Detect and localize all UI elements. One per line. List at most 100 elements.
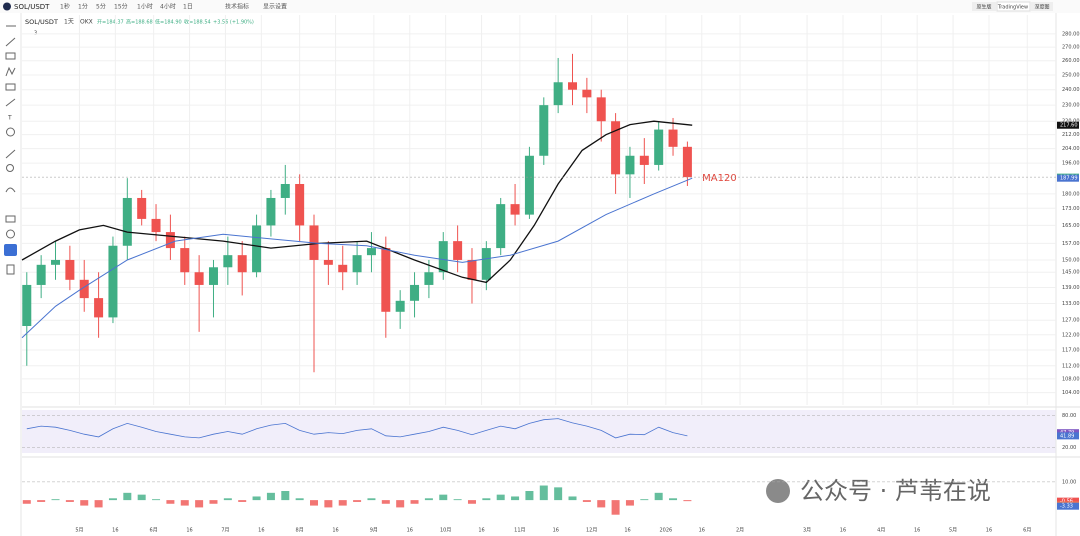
view-tab[interactable] xyxy=(996,1,1031,12)
macd-bar xyxy=(467,500,476,504)
interval-button[interactable]: 4小时 xyxy=(160,3,176,11)
price-tag-label: 41.89 xyxy=(1060,433,1074,439)
macd-bar xyxy=(338,500,347,506)
macd-bar xyxy=(482,498,491,501)
x-tick-label: 12月 xyxy=(586,528,597,534)
candle-body xyxy=(266,197,276,226)
tool-channel[interactable] xyxy=(5,52,16,60)
tool-zoom[interactable] xyxy=(6,164,14,172)
candle-body xyxy=(453,241,463,260)
price-tag xyxy=(1057,121,1079,129)
x-tick-label: 16 xyxy=(840,528,846,534)
candle-body xyxy=(151,218,161,233)
x-tick-label: 16 xyxy=(332,528,338,534)
tool-brush[interactable] xyxy=(5,98,16,107)
macd-bar xyxy=(597,500,606,508)
macd-bar xyxy=(65,500,74,502)
candle-body xyxy=(381,248,391,312)
y-tick-label: 80.00 xyxy=(1062,413,1076,419)
rsi-line xyxy=(26,418,688,439)
interval-button[interactable]: 1日 xyxy=(183,4,193,11)
tool-lock[interactable] xyxy=(5,215,16,223)
macd-bar xyxy=(353,500,362,502)
x-tick-label: 4月 xyxy=(877,528,885,534)
candle-body xyxy=(94,298,104,318)
macd-bar xyxy=(568,496,577,501)
tool-magnet[interactable] xyxy=(5,187,16,193)
view-tradingview[interactable]: TradingView xyxy=(997,5,1028,11)
interval-button[interactable]: 1小时 xyxy=(137,3,153,11)
y-tick-label: 250.00 xyxy=(1062,72,1080,78)
y-tick-label: 230.00 xyxy=(1062,103,1080,109)
interval-button[interactable]: 15分 xyxy=(114,3,128,11)
tool-emoji[interactable] xyxy=(6,127,15,137)
candle-body xyxy=(122,197,132,246)
x-tick-label: 2月 xyxy=(736,528,744,534)
y-tick-label: 180.00 xyxy=(1062,191,1080,197)
macd-bar xyxy=(625,500,634,506)
x-tick-label: 16 xyxy=(624,528,630,534)
tool-visibility[interactable] xyxy=(6,229,15,239)
symbol-logo xyxy=(3,2,11,11)
view-depth[interactable]: 深度图 xyxy=(1034,4,1049,11)
price-tag xyxy=(1057,502,1079,510)
tool-text[interactable]: T xyxy=(7,115,12,122)
x-tick-label: 16 xyxy=(186,528,192,534)
tool-ruler[interactable] xyxy=(5,149,16,159)
macd-bar xyxy=(195,500,204,508)
x-tick-label: 16 xyxy=(407,528,413,534)
macd-bar xyxy=(123,492,132,501)
x-tick-label: 11月 xyxy=(514,528,525,534)
candle-body xyxy=(682,146,692,178)
macd-bar xyxy=(381,500,390,504)
candle-body xyxy=(338,264,348,273)
candle-body xyxy=(424,272,434,285)
macd-bar xyxy=(22,500,31,504)
view-native[interactable]: 原生版 xyxy=(976,4,991,11)
legend-low: 低=184.90 xyxy=(155,19,182,26)
candle-body xyxy=(280,183,290,198)
view-tab[interactable] xyxy=(972,2,996,11)
interval-button[interactable]: 1秒 xyxy=(60,3,70,11)
candle-body xyxy=(79,279,89,299)
y-tick-label: 133.00 xyxy=(1062,301,1080,307)
settings-button[interactable]: 显示设置 xyxy=(263,3,287,11)
symbol[interactable]: SOL/USDT xyxy=(14,3,50,11)
indicators-button[interactable]: 技术指标 xyxy=(225,3,249,11)
candle-body xyxy=(295,183,305,226)
candle-body xyxy=(596,97,606,122)
legend-high: 高=188.68 xyxy=(126,19,153,26)
candle-body xyxy=(366,248,376,256)
macd-bar xyxy=(324,500,333,508)
macd-bar xyxy=(37,500,46,502)
interval-button[interactable]: 1分 xyxy=(78,3,88,11)
x-tick-label: 8月 xyxy=(296,528,304,534)
y-tick-label: 10.00 xyxy=(1062,479,1076,485)
annotation: MA120 xyxy=(702,173,737,184)
candle-body xyxy=(668,129,678,147)
tool-active[interactable] xyxy=(4,244,17,256)
macd-bar xyxy=(166,500,175,504)
y-tick-label: 108.00 xyxy=(1062,376,1080,382)
macd-bar xyxy=(223,498,232,501)
candle-body xyxy=(553,82,563,106)
tool-fib[interactable] xyxy=(5,83,16,91)
x-tick-label: 10月 xyxy=(440,528,451,534)
candle-body xyxy=(438,241,448,273)
candle-body xyxy=(51,259,61,265)
candle-body xyxy=(180,248,190,273)
tool-delete[interactable] xyxy=(6,264,15,275)
view-tab[interactable] xyxy=(1031,2,1053,11)
price-tag-label: -3.33 xyxy=(1060,504,1073,510)
candle-body xyxy=(410,284,420,301)
y-tick-label: 139.00 xyxy=(1062,285,1080,291)
tool-line[interactable] xyxy=(5,37,16,47)
price-tag xyxy=(1057,174,1079,182)
interval-button[interactable]: 5分 xyxy=(96,3,106,11)
candle-body xyxy=(510,204,520,215)
candle-body xyxy=(496,204,506,249)
candle-body xyxy=(467,259,477,280)
candle-body xyxy=(22,284,32,326)
tool-pattern[interactable] xyxy=(5,66,16,77)
macd-bar xyxy=(654,492,663,501)
